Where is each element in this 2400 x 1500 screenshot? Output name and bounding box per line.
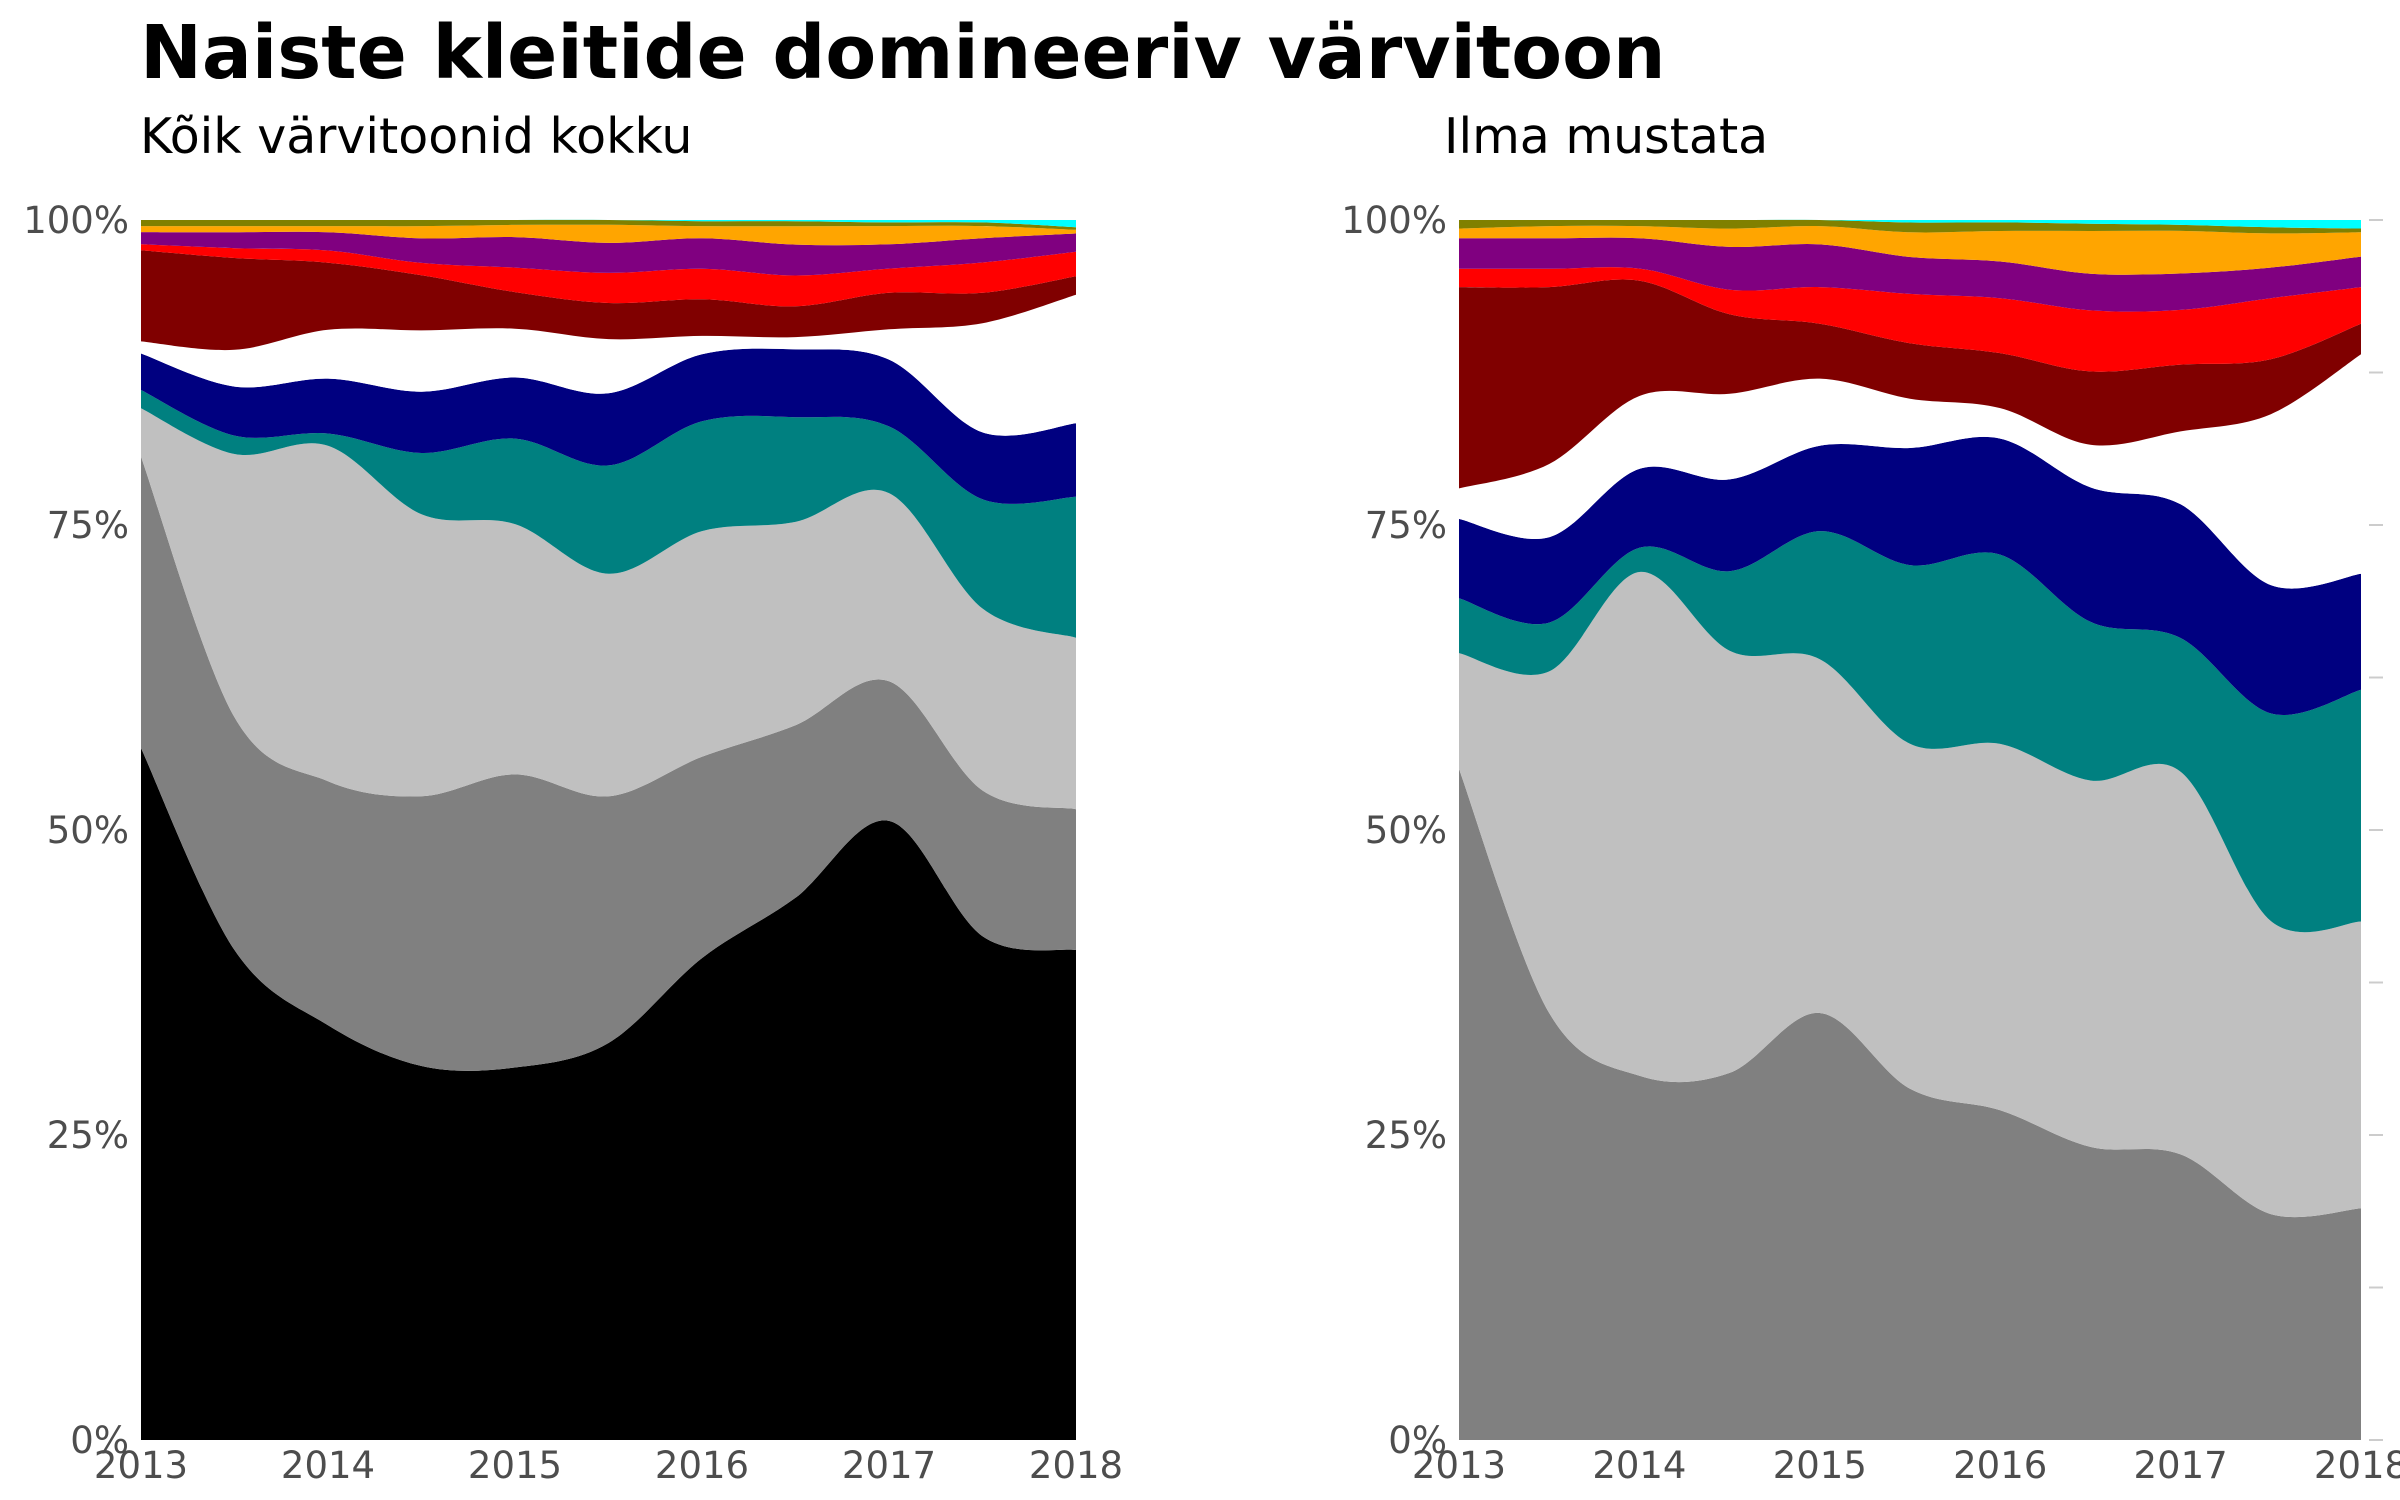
area-gray xyxy=(1459,769,2361,1440)
y-tick-label: 0% xyxy=(70,1419,129,1462)
area-red xyxy=(1459,267,2361,372)
area-navy xyxy=(141,348,1076,504)
y-tick-label: 75% xyxy=(1365,504,1447,547)
area-olive xyxy=(1459,219,2361,234)
x-tick-label: 2018 xyxy=(2314,1444,2400,1487)
y-tick-label: 100% xyxy=(1341,199,1447,242)
area-black xyxy=(141,748,1076,1440)
area-white xyxy=(141,294,1076,436)
area-cyan xyxy=(1459,219,2361,229)
left-area-chart: 0% 25% 50% 75% 100% 2013 2014 2015 2016 2017 2018 xyxy=(23,199,1123,1487)
y-tick-label: 0% xyxy=(1388,1419,1447,1462)
area-navy xyxy=(1459,436,2361,716)
y-tick-label: 75% xyxy=(47,504,129,547)
area-white xyxy=(1459,354,2361,589)
x-tick-label: 2018 xyxy=(1029,1444,1123,1487)
x-tick-label: 2016 xyxy=(655,1444,749,1487)
area-gray xyxy=(141,456,1076,1071)
x-tick-label: 2014 xyxy=(281,1444,375,1487)
area-teal xyxy=(1459,531,2361,933)
area-maroon xyxy=(1459,279,2361,489)
area-cyan xyxy=(141,219,1076,228)
y-tick-label: 25% xyxy=(47,1114,129,1157)
area-purple xyxy=(141,231,1076,276)
area-silver xyxy=(141,408,1076,810)
y-tick-label: 50% xyxy=(47,809,129,852)
x-tick-label: 2016 xyxy=(1953,1444,2047,1487)
area-teal xyxy=(141,390,1076,638)
x-tick-label: 2017 xyxy=(2134,1444,2228,1487)
right-chart-subtitle: Ilma mustata xyxy=(1444,108,1769,165)
y-tick-label: 25% xyxy=(1365,1114,1447,1157)
area-olive xyxy=(141,219,1076,230)
y-tick-label: 100% xyxy=(23,199,129,242)
x-tick-label: 2013 xyxy=(1412,1444,1506,1487)
area-red xyxy=(141,244,1076,307)
left-chart-subtitle: Kõik värvitoonid kokku xyxy=(140,108,693,165)
x-tick-label: 2013 xyxy=(94,1444,188,1487)
area-silver xyxy=(1459,571,2361,1218)
area-orange xyxy=(141,224,1076,246)
x-tick-label: 2015 xyxy=(1773,1444,1867,1487)
x-tick-label: 2014 xyxy=(1592,1444,1686,1487)
x-tick-label: 2017 xyxy=(842,1444,936,1487)
area-purple xyxy=(1459,237,2361,312)
right-area-chart: 0% 25% 50% 75% 100% 2013 2014 2015 2016 2017 2018 xyxy=(1341,199,2400,1487)
y-tick-label: 50% xyxy=(1365,809,1447,852)
area-maroon xyxy=(141,250,1076,351)
area-orange xyxy=(1459,225,2361,275)
x-tick-label: 2015 xyxy=(468,1444,562,1487)
chart-title: Naiste kleitide domineeriv värvitoon xyxy=(140,10,1666,96)
